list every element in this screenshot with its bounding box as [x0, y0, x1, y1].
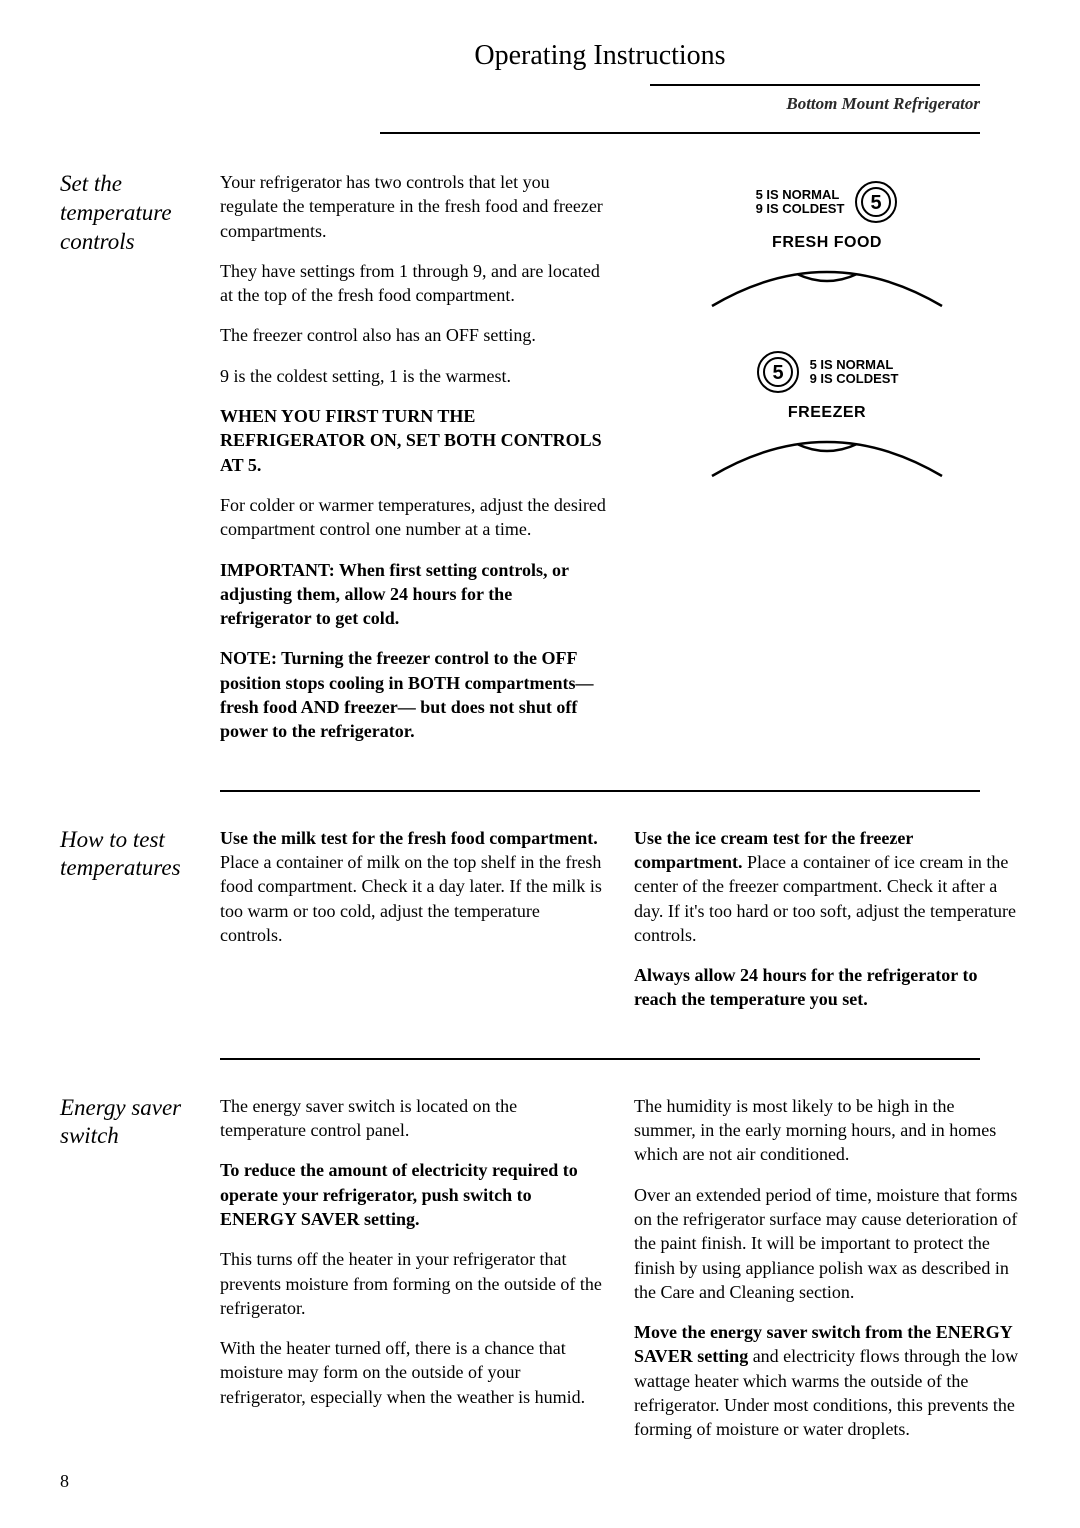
section-body: Use the milk test for the fresh food com… [220, 826, 1020, 1028]
page-number: 8 [60, 1471, 69, 1492]
paragraph: Move the energy saver switch from the EN… [634, 1320, 1020, 1441]
diagram-column: 5 IS NORMAL 9 IS COLDEST 5 FRESH FOOD [634, 170, 1020, 760]
section-temperature-controls: Set the temperature controls Your refrig… [60, 170, 1020, 760]
text-column-right: The humidity is most likely to be high i… [634, 1094, 1020, 1458]
paragraph: Your refrigerator has two controls that … [220, 170, 606, 243]
side-heading-test: How to test temperatures [60, 826, 220, 1028]
freezer-label: FREEZER [788, 404, 866, 422]
dial-legend-text: 5 IS NORMAL 9 IS COLDEST [810, 358, 899, 387]
text-column-left: Your refrigerator has two controls that … [220, 170, 606, 760]
paragraph-rest: Place a container of milk on the top she… [220, 852, 602, 945]
dial-icon: 5 [854, 180, 898, 224]
dial-legend-line1: 5 IS NORMAL [756, 187, 840, 202]
manual-page: Operating Instructions Bottom Mount Refr… [0, 0, 1080, 1528]
paragraph: They have settings from 1 through 9, and… [220, 259, 606, 308]
compartment-arc-icon [707, 258, 947, 312]
dial-value: 5 [772, 362, 783, 384]
dial-legend-line2: 9 IS COLDEST [810, 371, 899, 386]
section-test-temperatures: How to test temperatures Use the milk te… [60, 826, 1020, 1028]
dial-legend-line1: 5 IS NORMAL [810, 357, 894, 372]
page-title: Operating Instructions [220, 40, 1020, 72]
paragraph: The humidity is most likely to be high i… [634, 1094, 1020, 1167]
paragraph: The energy saver switch is located on th… [220, 1094, 606, 1143]
text-column-left: Use the milk test for the fresh food com… [220, 826, 606, 1028]
paragraph-bold: Always allow 24 hours for the refrigerat… [634, 963, 1020, 1012]
section-body: The energy saver switch is located on th… [220, 1094, 1020, 1458]
fresh-food-label: FRESH FOOD [772, 234, 882, 252]
dial-legend-text: 5 IS NORMAL 9 IS COLDEST [756, 188, 845, 217]
paragraph: Use the ice cream test for the freezer c… [634, 826, 1020, 947]
section-energy-saver: Energy saver switch The energy saver swi… [60, 1094, 1020, 1458]
text-column-right: Use the ice cream test for the freezer c… [634, 826, 1020, 1028]
paragraph: Over an extended period of time, moistur… [634, 1183, 1020, 1304]
page-subtitle: Bottom Mount Refrigerator [220, 94, 1020, 114]
paragraph: 9 is the coldest setting, 1 is the warme… [220, 364, 606, 388]
compartment-arc-icon [707, 428, 947, 482]
paragraph-bold: NOTE: Turning the freezer control to the… [220, 646, 606, 743]
fresh-food-dial-block: 5 IS NORMAL 9 IS COLDEST 5 FRESH FOOD [707, 180, 947, 312]
paragraph-bold: IMPORTANT: When first setting controls, … [220, 558, 606, 631]
text-column-left: The energy saver switch is located on th… [220, 1094, 606, 1458]
paragraph: For colder or warmer temperatures, adjus… [220, 493, 606, 542]
paragraph: With the heater turned off, there is a c… [220, 1336, 606, 1409]
dial-row: 5 IS NORMAL 9 IS COLDEST 5 [756, 180, 899, 224]
paragraph: Use the milk test for the fresh food com… [220, 826, 606, 947]
dial-row: 5 5 IS NORMAL 9 IS COLDEST [756, 350, 899, 394]
paragraph-bold: To reduce the amount of electricity requ… [220, 1158, 606, 1231]
paragraph: This turns off the heater in your refrig… [220, 1247, 606, 1320]
section-divider [220, 1058, 980, 1060]
page-header: Operating Instructions Bottom Mount Refr… [220, 40, 1020, 134]
dial-icon: 5 [756, 350, 800, 394]
section-divider [220, 790, 980, 792]
freezer-dial-block: 5 5 IS NORMAL 9 IS COLDEST FREEZER [707, 350, 947, 482]
paragraph: The freezer control also has an OFF sett… [220, 323, 606, 347]
paragraph-lead-bold: Use the milk test for the fresh food com… [220, 828, 598, 848]
section-body: Your refrigerator has two controls that … [220, 170, 1020, 760]
dial-legend-line2: 9 IS COLDEST [756, 201, 845, 216]
paragraph-bold: WHEN YOU FIRST TURN THE REFRIGERATOR ON,… [220, 404, 606, 477]
side-heading-energy: Energy saver switch [60, 1094, 220, 1458]
main-rule-top [380, 132, 980, 134]
dial-value: 5 [871, 192, 882, 214]
side-heading-temperature: Set the temperature controls [60, 170, 220, 760]
header-rule [650, 84, 980, 86]
